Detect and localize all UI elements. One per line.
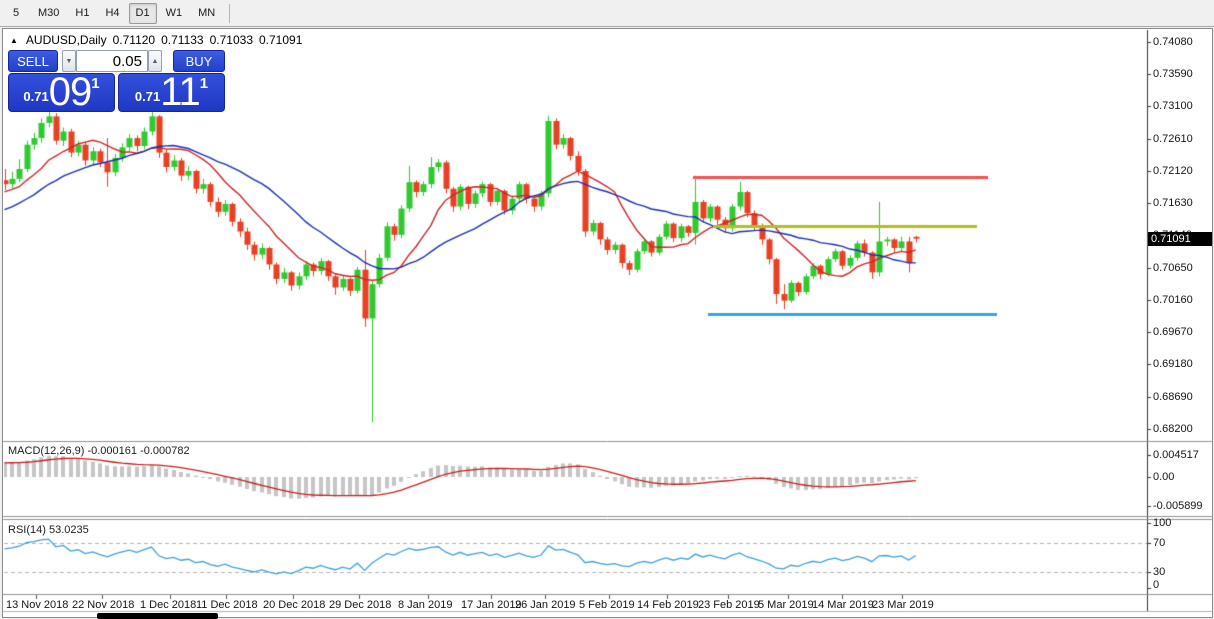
macd-axis-tick: 0.004517 — [1153, 449, 1199, 461]
price-axis-tick: 0.70650 — [1153, 262, 1193, 274]
sell-price-prefix: 0.71 — [23, 89, 49, 104]
macd-axis-tick: 0.00 — [1153, 471, 1175, 483]
price-axis-tick: 0.68200 — [1153, 423, 1193, 435]
date-axis-label: 14 Mar 2019 — [812, 599, 874, 611]
sell-price-display[interactable]: 0.71 09 1 — [8, 70, 115, 114]
date-axis-label: 8 Jan 2019 — [398, 599, 453, 611]
price-axis-tick: 0.69670 — [1153, 326, 1193, 338]
date-axis-label: 14 Feb 2019 — [637, 599, 699, 611]
date-axis-label: 1 Dec 2018 — [140, 599, 197, 611]
ohlc-open: 0.71120 — [112, 33, 156, 47]
price-axis-tick: 0.69180 — [1153, 358, 1193, 370]
date-axis-label: 13 Nov 2018 — [6, 599, 69, 611]
ohlc-low: 0.71033 — [209, 33, 253, 47]
date-axis-label: 23 Mar 2019 — [872, 599, 934, 611]
volume-input[interactable] — [76, 50, 148, 72]
rsi-label: RSI(14) 53.0235 — [8, 524, 89, 536]
date-axis-label: 5 Feb 2019 — [579, 599, 635, 611]
date-axis-label: 20 Dec 2018 — [263, 599, 326, 611]
ohlc-close: 0.71091 — [259, 33, 303, 47]
ohlc-high: 0.71133 — [161, 33, 204, 47]
date-axis-label: 5 Mar 2019 — [758, 599, 814, 611]
chart-title: ▲ AUDUSD,Daily 0.71120 0.71133 0.71033 0… — [10, 33, 302, 47]
sell-price-digits: 09 — [48, 70, 92, 114]
price-axis-tick: 0.70160 — [1153, 294, 1193, 306]
horizontal-scrollbar-thumb[interactable] — [97, 613, 218, 619]
price-axis-tick: 0.72120 — [1153, 165, 1193, 177]
volume-decrease-button[interactable]: ▼ — [62, 50, 76, 72]
date-axis-label: 11 Dec 2018 — [196, 599, 258, 611]
buy-price-prefix: 0.71 — [134, 89, 161, 104]
sell-price-pipette: 1 — [91, 75, 100, 92]
buy-price-pipette: 1 — [199, 75, 209, 92]
buy-price-display[interactable]: 0.71 11 1 — [118, 70, 225, 114]
symbol-label: AUDUSD,Daily — [25, 33, 107, 47]
macd-axis-tick: -0.005899 — [1153, 500, 1203, 512]
price-axis-tick: 0.68690 — [1153, 391, 1193, 403]
date-axis-label: 23 Feb 2019 — [698, 599, 760, 611]
date-axis-label: 17 Jan 2019 — [461, 599, 522, 611]
macd-label: MACD(12,26,9) -0.000161 -0.000782 — [8, 445, 190, 457]
date-axis-label: 29 Dec 2018 — [329, 599, 392, 611]
buy-price-digits: 11 — [160, 70, 201, 114]
symbol-expand-icon[interactable]: ▲ — [10, 35, 18, 45]
rsi-axis-tick: 100 — [1153, 517, 1172, 529]
price-axis-tick: 0.73590 — [1153, 68, 1193, 80]
date-axis-label: 22 Nov 2018 — [72, 599, 135, 611]
rsi-axis-tick: 0 — [1153, 579, 1160, 591]
price-axis-tick: 0.74080 — [1153, 36, 1193, 48]
rsi-axis-tick: 30 — [1153, 566, 1166, 578]
price-axis-tick: 0.72610 — [1153, 133, 1193, 145]
current-price-tag: 0.71091 — [1148, 232, 1212, 246]
volume-increase-button[interactable]: ▲ — [148, 50, 162, 72]
date-axis-label: 26 Jan 2019 — [515, 599, 576, 611]
sell-button[interactable]: SELL — [8, 50, 58, 72]
price-axis-tick: 0.73100 — [1153, 100, 1193, 112]
buy-button[interactable]: BUY — [173, 50, 225, 72]
price-axis-tick: 0.71630 — [1153, 197, 1193, 209]
rsi-axis-tick: 70 — [1153, 537, 1166, 549]
